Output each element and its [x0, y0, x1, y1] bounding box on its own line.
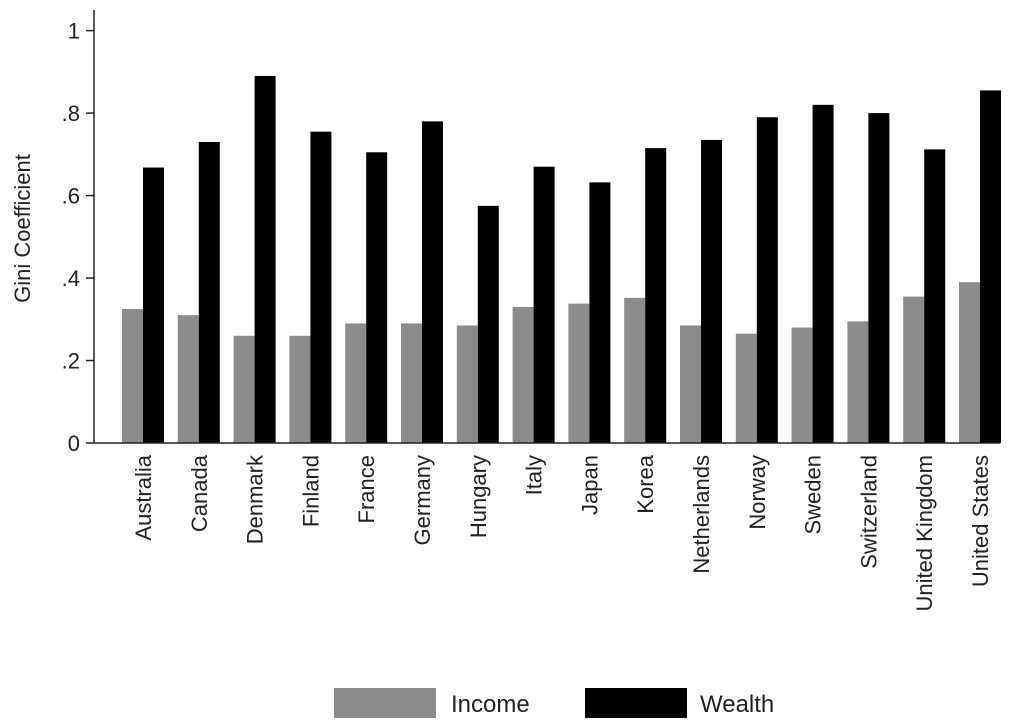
x-tick-label-korea: Korea: [633, 454, 658, 513]
bar-income-germany: [401, 323, 422, 443]
bar-wealth-korea: [645, 148, 667, 443]
x-tick-label-denmark: Denmark: [243, 454, 268, 544]
y-ticks: 0 .2 .4 .6 .8 1: [62, 19, 94, 456]
x-tick-label-australia: Australia: [131, 454, 156, 540]
x-tick-label-norway: Norway: [745, 455, 770, 530]
legend-label-wealth: Wealth: [700, 691, 774, 718]
x-tick-label-canada: Canada: [187, 454, 212, 532]
bar-wealth-france: [366, 152, 388, 443]
bar-wealth-italy: [533, 166, 555, 443]
bar-income-france: [345, 323, 367, 443]
bar-wealth-united-states: [980, 90, 1001, 444]
x-tick-label-netherlands: Netherlands: [689, 455, 714, 574]
bar-income-united-kingdom: [903, 296, 925, 443]
y-tick-label: .6: [62, 184, 80, 209]
bar-wealth-hungary: [477, 205, 499, 443]
y-tick-label: .8: [62, 101, 80, 126]
x-tick-label-france: France: [354, 455, 379, 523]
x-tick-label-finland: Finland: [298, 455, 323, 527]
legend-swatch-wealth: [585, 688, 687, 718]
bar-income-australia: [122, 308, 143, 443]
x-tick-label-italy: Italy: [522, 455, 547, 495]
legend-label-income: Income: [451, 691, 530, 718]
axes-layer: [93, 10, 1000, 444]
bar-wealth-sweden: [812, 104, 834, 443]
bars-layer: [122, 75, 1001, 444]
bar-income-italy: [512, 306, 534, 443]
bar-wealth-finland: [310, 131, 332, 443]
y-tick-label: 0: [68, 431, 80, 456]
x-tick-label-germany: Germany: [410, 455, 435, 545]
bar-income-netherlands: [680, 325, 701, 443]
x-tick-labels: Australia Canada Denmark Finland France Germa…: [131, 454, 993, 612]
x-tick-label-japan: Japan: [577, 455, 602, 515]
bar-wealth-netherlands: [701, 139, 722, 443]
x-tick-label-united-states: United States: [968, 455, 993, 587]
bar-income-japan: [568, 303, 590, 443]
x-tick-label-sweden: Sweden: [801, 455, 826, 535]
y-axis-title: Gini Coefficient: [10, 154, 35, 303]
x-tick-label-hungary: Hungary: [466, 455, 491, 538]
bar-income-canada: [177, 315, 199, 443]
bar-wealth-australia: [143, 167, 164, 443]
bar-wealth-germany: [422, 121, 443, 443]
x-tick-label-united-kingdom: United Kingdom: [912, 455, 937, 612]
bar-wealth-norway: [756, 117, 778, 443]
bar-income-switzerland: [847, 321, 869, 443]
y-tick-label: 1: [68, 19, 80, 44]
bar-wealth-canada: [198, 141, 220, 443]
y-tick-label: .4: [62, 266, 80, 291]
bar-wealth-switzerland: [868, 113, 890, 443]
bar-wealth-denmark: [254, 75, 276, 443]
y-tick-label: .2: [62, 349, 80, 374]
bar-income-finland: [289, 335, 311, 443]
legend: Income Wealth: [334, 688, 774, 718]
bar-income-korea: [624, 297, 646, 443]
bar-income-hungary: [456, 325, 478, 443]
bar-income-united-states: [959, 282, 980, 443]
x-tick-label-switzerland: Switzerland: [856, 455, 881, 569]
bar-wealth-united-kingdom: [924, 149, 946, 443]
bar-income-denmark: [233, 335, 255, 443]
legend-swatch-income: [334, 688, 436, 718]
bar-income-sweden: [791, 327, 813, 443]
bar-income-norway: [735, 333, 757, 443]
bar-wealth-japan: [589, 182, 611, 443]
